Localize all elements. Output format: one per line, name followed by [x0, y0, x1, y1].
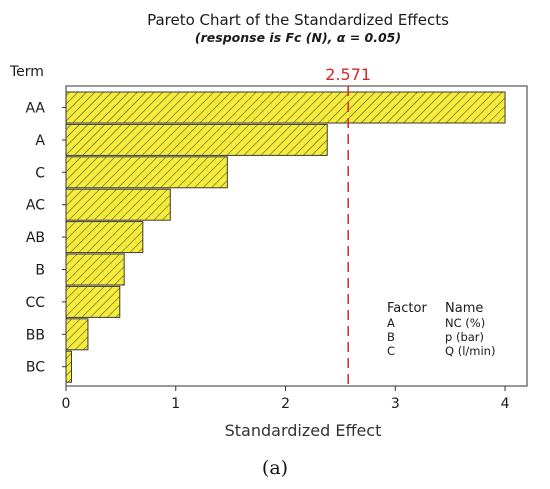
legend-factor-b: B	[387, 330, 395, 344]
bars-group	[65, 91, 506, 383]
bar-a	[65, 123, 328, 156]
chart-title: Pareto Chart of the Standardized Effects	[147, 11, 449, 29]
term-label-c: C	[35, 165, 45, 181]
reference-line-label: 2.571	[325, 65, 371, 84]
legend-header-factor: Factor	[387, 301, 427, 316]
legend-name-a: NC (%)	[445, 316, 485, 330]
bar-ac	[65, 188, 171, 221]
x-tick-label-0: 0	[62, 396, 71, 412]
term-label-aa: AA	[25, 101, 45, 117]
bar-aa	[65, 91, 506, 124]
legend-header-name: Name	[445, 301, 483, 316]
term-label-a: A	[35, 133, 45, 149]
x-tick-label-2: 2	[281, 396, 290, 412]
term-label-bc: BC	[26, 360, 45, 376]
bar-bc	[65, 350, 72, 383]
x-axis-label: Standardized Effect	[225, 421, 382, 440]
legend-factor-c: C	[387, 344, 395, 358]
bar-cc	[65, 285, 121, 318]
x-axis-ticks: 0 1 2 3 4	[62, 386, 510, 412]
x-tick-label-3: 3	[391, 396, 400, 412]
term-label-ac: AC	[26, 198, 45, 214]
term-label-bb: BB	[26, 327, 45, 343]
legend-name-b: p (bar)	[445, 330, 484, 344]
legend-name-c: Q (l/min)	[445, 344, 495, 358]
chart-subtitle: (response is Fc (N), α = 0.05)	[195, 30, 401, 45]
term-header: Term	[9, 64, 44, 80]
plot-frame	[65, 85, 528, 387]
legend-factor-a: A	[387, 316, 395, 330]
factor-legend: Factor Name A NC (%) B p (bar) C Q (l/mi…	[387, 301, 495, 358]
bar-c	[65, 156, 228, 189]
bar-bb	[65, 318, 89, 351]
bar-b	[65, 253, 125, 286]
x-tick-label-4: 4	[501, 396, 510, 412]
bar-ab	[65, 221, 144, 254]
term-label-b: B	[35, 263, 45, 279]
term-label-cc: CC	[25, 295, 45, 311]
figure-caption: (a)	[262, 457, 288, 479]
term-label-ab: AB	[26, 230, 45, 246]
x-tick-label-1: 1	[171, 396, 180, 412]
